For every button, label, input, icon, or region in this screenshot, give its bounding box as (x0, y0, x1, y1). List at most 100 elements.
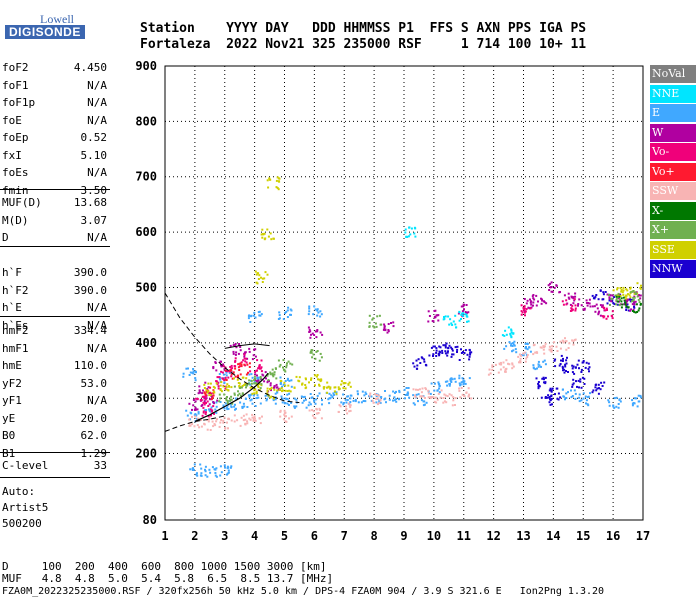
data-point (638, 307, 641, 310)
data-point (585, 302, 588, 304)
data-point (345, 401, 348, 404)
data-point (537, 381, 540, 383)
data-point (519, 357, 522, 360)
data-point (535, 304, 538, 307)
data-point (575, 380, 577, 383)
data-point (320, 417, 323, 420)
data-point (209, 394, 212, 396)
data-point (291, 363, 294, 366)
data-point (282, 318, 285, 321)
data-point (603, 307, 606, 310)
data-point (462, 380, 465, 383)
data-point (427, 389, 430, 392)
data-point (519, 361, 522, 364)
data-point (209, 471, 212, 474)
data-point (601, 298, 604, 301)
data-point (595, 383, 598, 386)
data-point (251, 413, 254, 416)
data-point (571, 383, 574, 386)
data-point (196, 397, 199, 400)
data-point (458, 389, 461, 392)
data-point (295, 405, 298, 408)
data-point (500, 361, 502, 364)
data-point (215, 401, 218, 404)
data-point (548, 401, 551, 404)
data-point (616, 288, 619, 291)
data-point (198, 390, 201, 393)
data-point (234, 365, 237, 368)
data-point (625, 306, 628, 309)
data-point (283, 369, 286, 372)
data-point (544, 363, 547, 366)
data-point (502, 361, 505, 364)
data-point (237, 363, 240, 366)
data-point (346, 395, 349, 398)
data-point (237, 352, 240, 355)
data-point (251, 402, 254, 405)
data-point (433, 389, 436, 392)
data-point (440, 389, 443, 392)
data-point (598, 310, 601, 313)
data-point (226, 383, 229, 386)
data-point (549, 348, 552, 351)
legend-item: W (650, 123, 696, 142)
data-point (191, 469, 194, 471)
data-point (229, 344, 232, 347)
data-point (505, 359, 508, 362)
data-point (275, 367, 277, 370)
data-point (253, 382, 256, 385)
data-point (512, 332, 515, 335)
data-point (601, 305, 604, 308)
data-point (494, 363, 497, 366)
data-point (311, 356, 314, 359)
data-point (572, 302, 575, 305)
data-point (441, 349, 444, 352)
data-point (632, 296, 635, 299)
data-point (288, 379, 291, 382)
data-point (208, 394, 211, 397)
data-point (558, 364, 561, 367)
data-point (456, 345, 459, 348)
data-point (196, 417, 199, 420)
data-point (266, 387, 269, 390)
data-point (597, 313, 600, 316)
data-point (208, 392, 211, 394)
data-point (214, 424, 217, 427)
data-point (526, 299, 529, 302)
data-point (430, 346, 433, 349)
logo-digisonde: DIGISONDE (5, 25, 85, 39)
data-point (584, 395, 587, 398)
data-point (458, 374, 461, 377)
data-point (634, 292, 637, 295)
param-value: 13.68 (73, 196, 107, 209)
data-point (518, 353, 521, 356)
data-point (226, 396, 228, 398)
data-point (448, 344, 451, 347)
data-point (349, 397, 352, 400)
data-point (525, 302, 528, 305)
data-point (283, 381, 286, 384)
data-point (251, 376, 254, 379)
data-point (198, 385, 201, 388)
data-point (248, 417, 251, 420)
data-point (508, 363, 511, 366)
param-row: h`Es N/A (2, 318, 107, 333)
data-point (454, 404, 456, 406)
data-point (435, 347, 438, 350)
data-point (290, 313, 292, 316)
data-point (289, 390, 292, 393)
data-point (541, 298, 543, 301)
data-point (333, 390, 336, 393)
data-point (316, 329, 319, 331)
data-point (469, 353, 472, 356)
data-point (232, 350, 235, 353)
data-point (295, 375, 298, 378)
param-name: h`Es (2, 318, 29, 332)
data-point (570, 307, 573, 310)
data-point (364, 391, 367, 394)
data-point (435, 351, 438, 354)
data-point (225, 399, 228, 402)
data-point (505, 333, 508, 336)
data-point (442, 397, 445, 399)
data-point (527, 306, 530, 309)
